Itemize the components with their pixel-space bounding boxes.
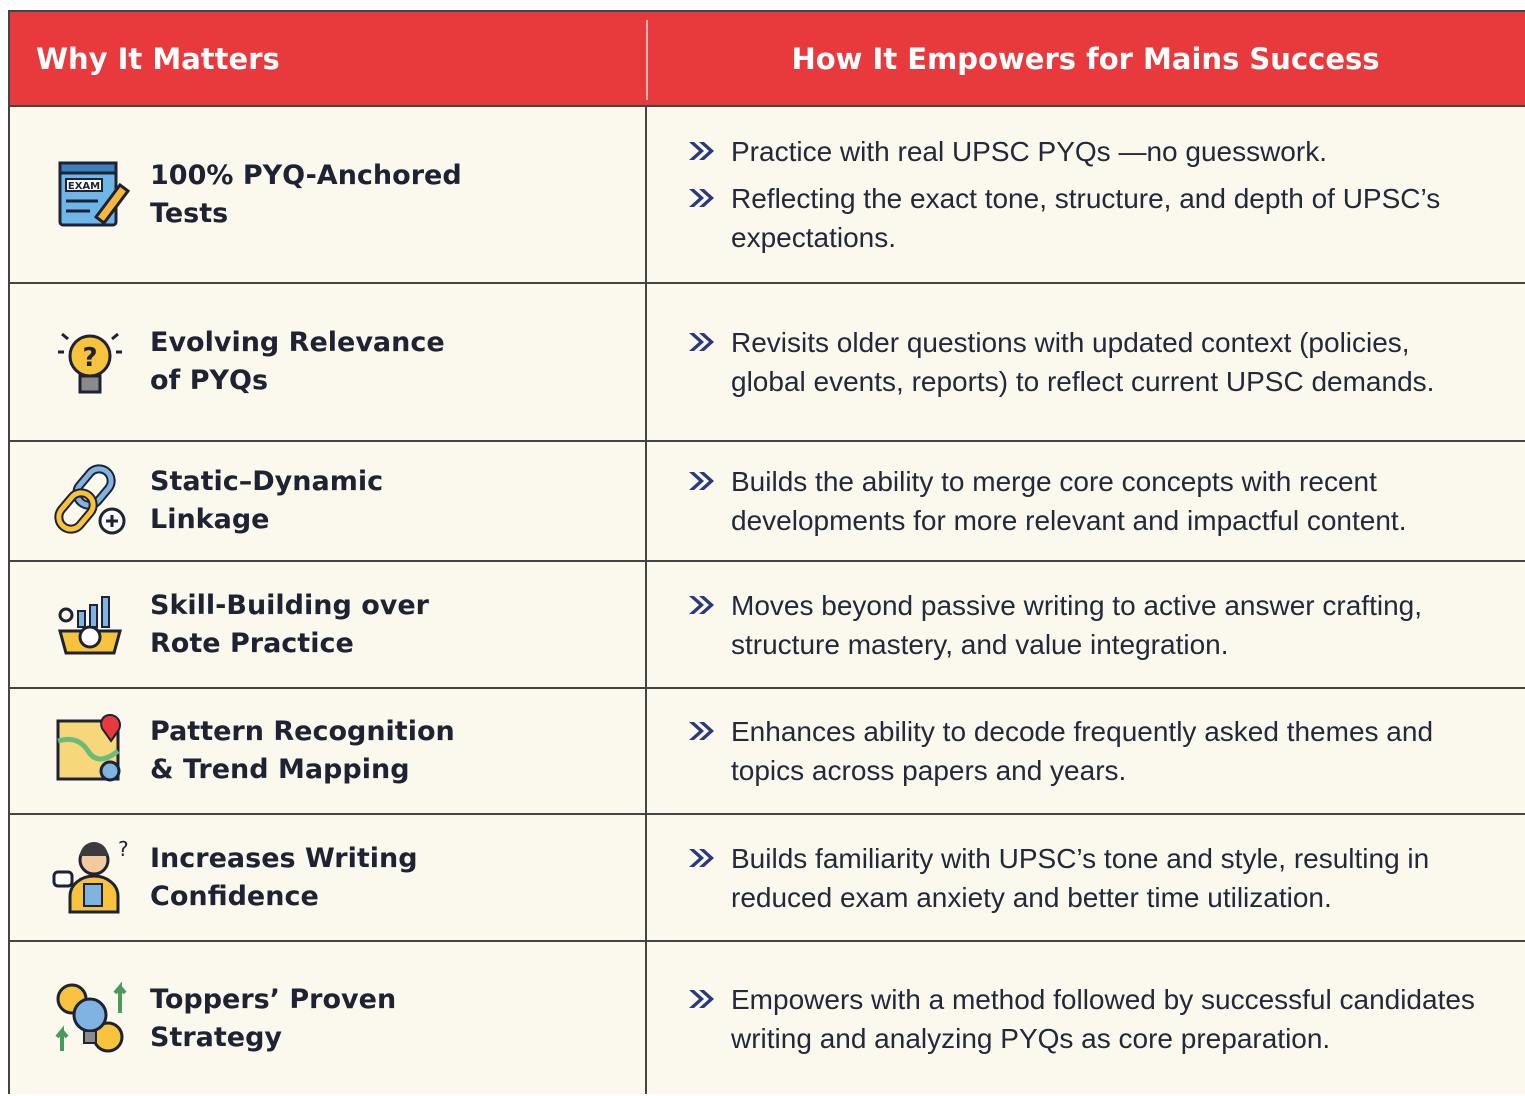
bullet-point: Revisits older questions with updated co… [647, 323, 1525, 401]
bullet-icon [689, 990, 714, 1008]
column-divider [645, 107, 647, 1094]
bullet-point: Practice with real UPSC PYQs —no guesswo… [647, 132, 1525, 171]
bullet-point: Moves beyond passive writing to active a… [647, 586, 1525, 664]
header-cell: How It Empowers for Mains Success [646, 12, 1525, 107]
row-title: 100% PYQ-Anchored Tests [150, 159, 462, 229]
bullet-point: Empowers with a method followed by succe… [647, 980, 1525, 1058]
table-row: Pattern Recognition & Trend Mapping Enhan… [10, 689, 1525, 815]
row-title: Static–Dynamic Linkage [150, 466, 384, 535]
bullet-icon [689, 472, 714, 490]
bullet-point: Builds familiarity with UPSC’s tone and … [647, 839, 1525, 917]
detail-cell: Revisits older questions with updated co… [647, 284, 1525, 440]
detail-cell: Moves beyond passive writing to active a… [647, 562, 1525, 687]
label-cell: EXAM 100% PYQ-Anchored Tests [10, 107, 645, 282]
svg-text:?: ? [118, 838, 129, 861]
table-row: ? Increases Writing Confidence Builds fami… [10, 815, 1525, 942]
bullet-text: Reflecting the exact tone, structure, an… [731, 183, 1441, 253]
label-cell: ? Increases Writing Confidence [10, 815, 645, 940]
header-text: How It Empowers for Mains Success [791, 41, 1380, 76]
label-cell: Pattern Recognition & Trend Mapping [10, 689, 645, 813]
row-icon [55, 981, 127, 1053]
svg-text:?: ? [82, 343, 97, 373]
row-title: Increases Writing Confidence [150, 842, 418, 912]
row-title: Pattern Recognition & Trend Mapping [150, 716, 455, 785]
table-row: Skill-Building over Rote Practice Moves b… [10, 562, 1525, 689]
row-title: Skill-Building over Rote Practice [150, 589, 429, 659]
bullet-point: Reflecting the exact tone, structure, an… [647, 179, 1525, 257]
detail-cell: Empowers with a method followed by succe… [647, 942, 1525, 1096]
row-title: Evolving Relevance of PYQs [150, 327, 445, 396]
detail-cell: Builds the ability to merge core concept… [647, 442, 1525, 560]
label-cell: Toppers’ Proven Strategy [10, 942, 645, 1096]
bullet-text: Builds familiarity with UPSC’s tone and … [731, 842, 1430, 913]
bullet-icon [689, 595, 714, 614]
header-text: Why It Matters [36, 41, 280, 76]
detail-cell: Enhances ability to decode frequently as… [647, 689, 1525, 813]
bullet-text: Empowers with a method followed by succe… [731, 984, 1475, 1054]
table-row: EXAM 100% PYQ-Anchored Tests Practice with… [10, 107, 1525, 284]
row-icon: ? [58, 332, 122, 394]
table-row: Static–Dynamic Linkage Builds the ability… [10, 442, 1525, 562]
bullet-icon [689, 722, 714, 740]
table-row: ? Evolving Relevance of PYQs Revisits olde… [10, 284, 1525, 442]
bullet-text: Builds the ability to merge core concept… [731, 466, 1407, 536]
row-icon [58, 595, 122, 654]
label-cell: Skill-Building over Rote Practice [10, 562, 645, 687]
label-cell: ? Evolving Relevance of PYQs [10, 284, 645, 440]
label-cell: Static–Dynamic Linkage [10, 442, 645, 560]
bullet-icon [689, 189, 714, 207]
icon-label: EXAM [68, 181, 100, 192]
header-divider [646, 20, 648, 100]
bullet-text: Practice with real UPSC PYQs —no guesswo… [731, 136, 1327, 167]
bullet-icon [689, 333, 714, 351]
detail-cell: Practice with real UPSC PYQs —no guesswo… [647, 107, 1525, 282]
bullet-icon [689, 848, 714, 867]
bullet-point: Enhances ability to decode frequently as… [647, 712, 1525, 790]
row-icon [54, 464, 126, 535]
row-icon [56, 714, 121, 782]
table-row: Toppers’ Proven Strategy Empowers with a … [10, 942, 1525, 1096]
table: Why It Matters How It Empowers for Mains… [8, 10, 1525, 1094]
bullet-text: Revisits older questions with updated co… [731, 327, 1435, 397]
bullet-text: Moves beyond passive writing to active a… [731, 589, 1422, 660]
row-icon: ? [52, 838, 129, 913]
bullet-point: Builds the ability to merge core concept… [647, 462, 1525, 540]
bullet-text: Enhances ability to decode frequently as… [731, 716, 1434, 786]
header-cell: Why It Matters [10, 12, 646, 107]
bullet-icon [689, 142, 714, 160]
row-title: Toppers’ Proven Strategy [150, 984, 397, 1053]
detail-cell: Builds familiarity with UPSC’s tone and … [647, 815, 1525, 940]
row-icon: EXAM [58, 161, 130, 226]
